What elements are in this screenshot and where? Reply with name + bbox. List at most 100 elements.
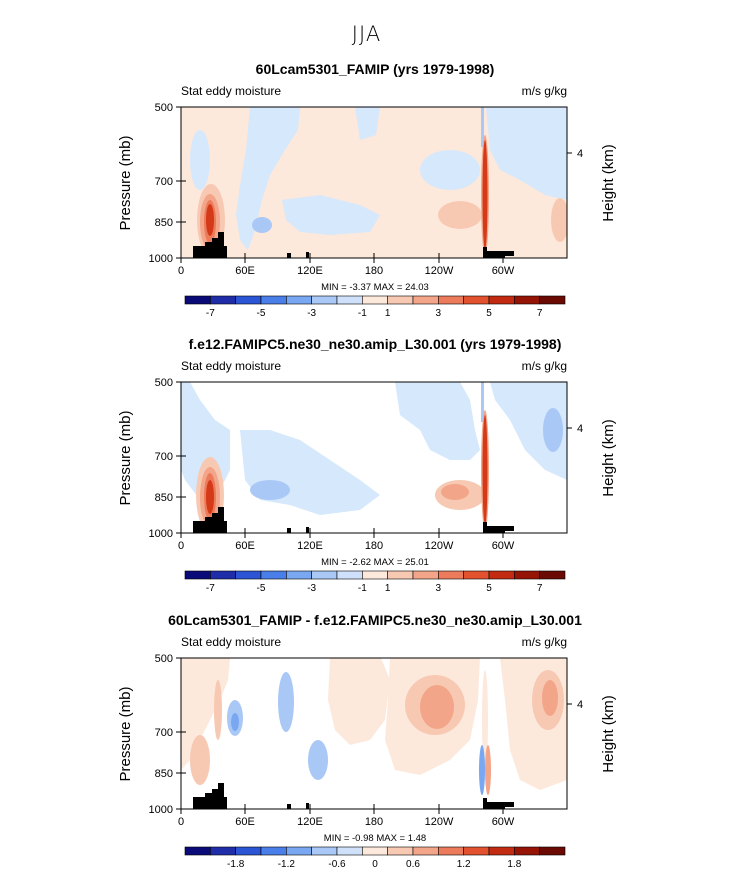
colorbar-label: 0 [372,859,378,870]
colorbar-swatch [235,570,262,580]
y-tick-label: 500 [155,653,173,665]
contour-plot: 500 700 850 1000 4 0 60E 120E 180 120W 60W [149,653,584,828]
panel-title: f.e12.FAMIPC5.ne30_ne30.amip_L30.001 (yr… [189,336,562,352]
colorbar-swatch [463,295,490,305]
panel-1: 60Lcam5301_FAMIP (yrs 1979-1998) Stat ed… [117,61,617,319]
colorbar: -7 -5 -3 -1 1 3 5 7 [184,295,566,319]
positive-region [438,201,482,229]
contour-fill [181,107,567,258]
x-tick-label: 0 [178,540,184,552]
colorbar-label: 7 [537,308,543,319]
topography [287,253,291,258]
colorbar-swatch [514,570,540,580]
y-tick-label: 500 [155,102,173,114]
y-axis-label: Pressure (mb) [117,686,134,781]
negative-region [395,382,480,460]
y-tick-label: 700 [155,451,173,463]
colorbar-swatch [260,570,287,580]
topography [306,803,309,809]
negative-region [231,713,239,731]
colorbar-label: -7 [206,308,215,319]
x-tick-label: 180 [365,540,383,552]
panel-title: 60Lcam5301_FAMIP - f.e12.FAMIPC5.ne30_ne… [168,612,582,628]
positive-region [420,685,454,729]
colorbar-swatch [235,295,262,305]
y-tick-label: 700 [155,176,173,188]
colorbar-label: -1 [358,583,367,594]
negative-region [190,130,210,190]
negative-region [420,150,480,190]
colorbar-swatch [387,570,414,580]
topography [193,232,227,258]
colorbar-swatch [286,295,312,305]
colorbar-swatch [210,570,236,580]
y-axis-label: Pressure (mb) [117,135,134,230]
negative-region [486,107,567,200]
y-tick-label: 850 [155,492,173,504]
topography [306,252,309,258]
x-tick-label: 120W [425,816,454,828]
colorbar-swatch [336,846,363,856]
colorbar-label: -7 [206,583,215,594]
x-tick-label: 60W [492,265,515,277]
colorbar-swatch [387,846,414,856]
colorbar-swatch [210,295,236,305]
x-tick-label: 120W [425,265,454,277]
page-title: JJA [351,22,382,46]
colorbar-swatch [362,846,388,856]
y-tick-label: 500 [155,377,173,389]
negative-region [481,382,484,422]
positive-region [482,670,488,770]
colorbar-swatch [514,846,540,856]
colorbar-swatch [184,570,211,580]
contour-plot: 500 700 850 1000 4 0 60E 120E 180 120W 60W [149,102,584,277]
colorbar-label: 5 [486,583,492,594]
positive-region [441,484,469,500]
negative-region [490,382,567,480]
y2-tick-label: 4 [577,423,583,435]
colorbar-swatch [362,570,388,580]
colorbar-label: 1.2 [457,859,471,870]
colorbar-swatch [412,846,439,856]
x-tick-label: 60E [235,816,255,828]
x-tick-label: 0 [178,265,184,277]
colorbar-swatch [438,570,464,580]
x-tick-label: 60E [235,265,255,277]
colorbar-label: 5 [486,308,492,319]
colorbar-swatch [286,570,312,580]
colorbar-swatch [336,295,363,305]
topography [193,783,227,809]
colorbar-swatch [311,846,338,856]
colorbar-swatch [311,570,338,580]
x-tick-label: 120W [425,540,454,552]
stats-text: MIN = -0.98 MAX = 1.48 [324,833,426,844]
positive-region [542,680,558,716]
y-tick-label: 1000 [149,804,173,816]
colorbar-swatch [438,846,464,856]
negative-region [355,107,380,140]
left-label: Stat eddy moisture [181,635,281,649]
colorbar-swatch [514,295,540,305]
colorbar-swatch [488,570,515,580]
colorbar-label: -3 [307,308,316,319]
colorbar-swatch [286,846,312,856]
topography [306,527,309,533]
negative-region [543,408,563,452]
y2-tick-label: 4 [577,148,583,160]
positive-region [214,680,222,740]
colorbar-label: 1.8 [507,859,521,870]
colorbar-label: 1 [385,308,391,319]
positive-region [482,415,488,525]
topography [287,528,291,533]
colorbar-label: -1.8 [227,859,245,870]
negative-region [236,107,300,250]
stats-text: MIN = -3.37 MAX = 24.03 [321,282,429,293]
x-tick-label: 0 [178,816,184,828]
colorbar-swatch [412,570,439,580]
positive-region [206,480,214,514]
left-label: Stat eddy moisture [181,84,281,98]
positive-region [190,735,210,785]
colorbar-swatch [210,846,236,856]
negative-region [308,740,328,780]
left-label: Stat eddy moisture [181,359,281,373]
